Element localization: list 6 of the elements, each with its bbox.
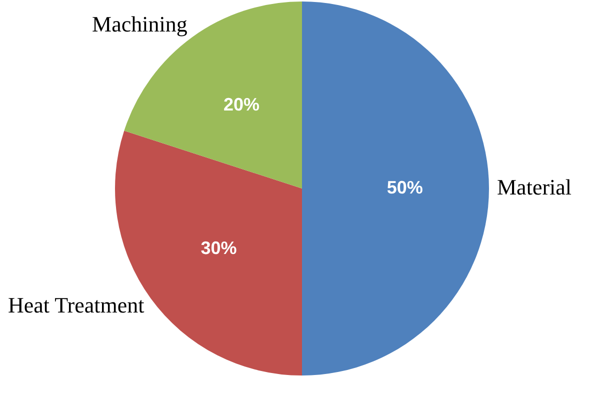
data-label: 50% <box>386 177 423 198</box>
data-label: 30% <box>200 238 237 258</box>
slice-label: Heat Treatment <box>8 292 144 318</box>
slice-label: Machining <box>92 12 188 37</box>
data-label: 20% <box>224 94 260 114</box>
slice-label: Material <box>497 174 572 200</box>
